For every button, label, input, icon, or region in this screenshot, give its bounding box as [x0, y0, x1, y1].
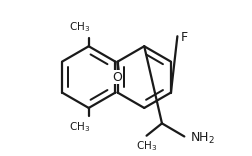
Text: CH$_3$: CH$_3$	[69, 120, 90, 134]
Text: CH$_3$: CH$_3$	[69, 20, 90, 34]
Text: O: O	[112, 71, 122, 84]
Text: CH$_3$: CH$_3$	[135, 139, 156, 153]
Text: F: F	[180, 31, 188, 44]
Text: NH$_2$: NH$_2$	[190, 131, 215, 146]
